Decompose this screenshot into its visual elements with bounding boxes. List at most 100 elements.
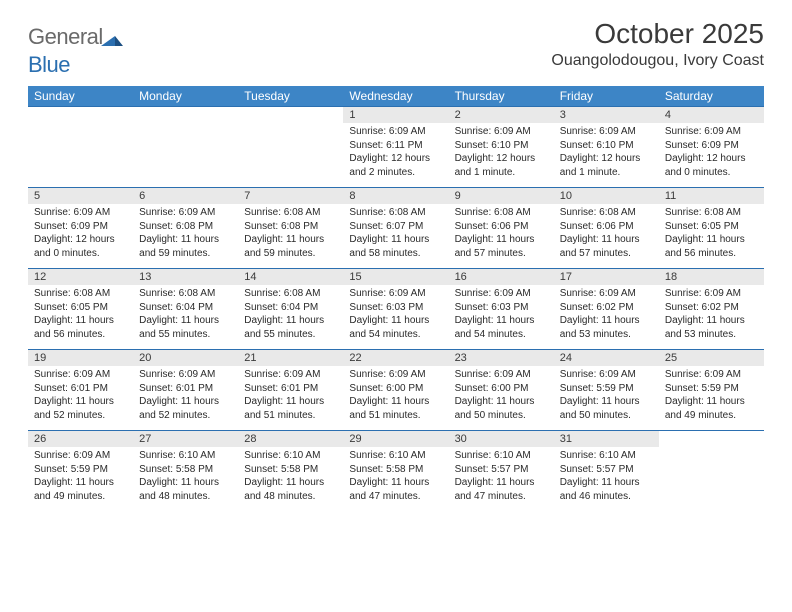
daylight-text: Daylight: 11 hours and 53 minutes. — [560, 314, 653, 341]
calendar-cell: 7Sunrise: 6:08 AMSunset: 6:08 PMDaylight… — [238, 188, 343, 269]
day-details: Sunrise: 6:09 AMSunset: 5:59 PMDaylight:… — [659, 366, 764, 430]
sunset-text: Sunset: 5:59 PM — [665, 382, 758, 396]
sunrise-text: Sunrise: 6:08 AM — [349, 206, 442, 220]
day-number: 11 — [659, 188, 764, 204]
day-number: 1 — [343, 107, 448, 123]
weekday-header: Wednesday — [343, 86, 448, 107]
sunrise-text: Sunrise: 6:08 AM — [244, 287, 337, 301]
weekday-header: Saturday — [659, 86, 764, 107]
sunrise-text: Sunrise: 6:08 AM — [560, 206, 653, 220]
calendar-cell: 23Sunrise: 6:09 AMSunset: 6:00 PMDayligh… — [449, 350, 554, 431]
day-number: 7 — [238, 188, 343, 204]
day-details: Sunrise: 6:09 AMSunset: 6:01 PMDaylight:… — [133, 366, 238, 430]
calendar-cell: 20Sunrise: 6:09 AMSunset: 6:01 PMDayligh… — [133, 350, 238, 431]
sunrise-text: Sunrise: 6:08 AM — [665, 206, 758, 220]
daylight-text: Daylight: 11 hours and 48 minutes. — [139, 476, 232, 503]
calendar-cell: 4Sunrise: 6:09 AMSunset: 6:09 PMDaylight… — [659, 107, 764, 188]
day-details: Sunrise: 6:08 AMSunset: 6:08 PMDaylight:… — [238, 204, 343, 268]
calendar-cell: 17Sunrise: 6:09 AMSunset: 6:02 PMDayligh… — [554, 269, 659, 350]
calendar-cell: 2Sunrise: 6:09 AMSunset: 6:10 PMDaylight… — [449, 107, 554, 188]
sunrise-text: Sunrise: 6:09 AM — [560, 125, 653, 139]
location-label: Ouangolodougou, Ivory Coast — [551, 52, 764, 70]
sunrise-text: Sunrise: 6:09 AM — [244, 368, 337, 382]
weekday-header: Tuesday — [238, 86, 343, 107]
sunset-text: Sunset: 6:07 PM — [349, 220, 442, 234]
day-details: Sunrise: 6:10 AMSunset: 5:57 PMDaylight:… — [554, 447, 659, 511]
calendar-cell — [238, 107, 343, 188]
day-details — [659, 435, 764, 445]
logo-mark-icon — [101, 26, 123, 52]
calendar-cell: 10Sunrise: 6:08 AMSunset: 6:06 PMDayligh… — [554, 188, 659, 269]
day-number: 4 — [659, 107, 764, 123]
day-details: Sunrise: 6:08 AMSunset: 6:04 PMDaylight:… — [238, 285, 343, 349]
daylight-text: Daylight: 11 hours and 49 minutes. — [665, 395, 758, 422]
sunset-text: Sunset: 5:57 PM — [455, 463, 548, 477]
weekday-header: Thursday — [449, 86, 554, 107]
sunrise-text: Sunrise: 6:10 AM — [139, 449, 232, 463]
daylight-text: Daylight: 11 hours and 55 minutes. — [244, 314, 337, 341]
calendar-cell: 13Sunrise: 6:08 AMSunset: 6:04 PMDayligh… — [133, 269, 238, 350]
sunset-text: Sunset: 6:10 PM — [560, 139, 653, 153]
calendar-cell — [133, 107, 238, 188]
day-details: Sunrise: 6:09 AMSunset: 6:01 PMDaylight:… — [238, 366, 343, 430]
day-details: Sunrise: 6:09 AMSunset: 6:03 PMDaylight:… — [343, 285, 448, 349]
day-number: 31 — [554, 431, 659, 447]
day-details: Sunrise: 6:08 AMSunset: 6:06 PMDaylight:… — [449, 204, 554, 268]
calendar-row: 1Sunrise: 6:09 AMSunset: 6:11 PMDaylight… — [28, 107, 764, 188]
day-number: 15 — [343, 269, 448, 285]
day-number: 30 — [449, 431, 554, 447]
day-number: 24 — [554, 350, 659, 366]
sunrise-text: Sunrise: 6:09 AM — [455, 368, 548, 382]
daylight-text: Daylight: 11 hours and 59 minutes. — [244, 233, 337, 260]
sunrise-text: Sunrise: 6:09 AM — [560, 368, 653, 382]
day-number: 20 — [133, 350, 238, 366]
calendar-cell — [28, 107, 133, 188]
daylight-text: Daylight: 11 hours and 53 minutes. — [665, 314, 758, 341]
logo: General Blue — [28, 18, 123, 78]
daylight-text: Daylight: 11 hours and 51 minutes. — [244, 395, 337, 422]
calendar-row: 26Sunrise: 6:09 AMSunset: 5:59 PMDayligh… — [28, 431, 764, 512]
day-number: 17 — [554, 269, 659, 285]
daylight-text: Daylight: 11 hours and 56 minutes. — [665, 233, 758, 260]
sunrise-text: Sunrise: 6:09 AM — [349, 125, 442, 139]
day-number: 13 — [133, 269, 238, 285]
calendar-cell: 5Sunrise: 6:09 AMSunset: 6:09 PMDaylight… — [28, 188, 133, 269]
day-number: 27 — [133, 431, 238, 447]
day-details: Sunrise: 6:09 AMSunset: 6:11 PMDaylight:… — [343, 123, 448, 187]
day-number: 6 — [133, 188, 238, 204]
sunset-text: Sunset: 6:06 PM — [455, 220, 548, 234]
sunset-text: Sunset: 6:02 PM — [560, 301, 653, 315]
day-details: Sunrise: 6:09 AMSunset: 6:03 PMDaylight:… — [449, 285, 554, 349]
sunset-text: Sunset: 6:04 PM — [139, 301, 232, 315]
calendar-row: 5Sunrise: 6:09 AMSunset: 6:09 PMDaylight… — [28, 188, 764, 269]
sunset-text: Sunset: 6:05 PM — [665, 220, 758, 234]
day-number: 10 — [554, 188, 659, 204]
day-number: 16 — [449, 269, 554, 285]
sunrise-text: Sunrise: 6:08 AM — [455, 206, 548, 220]
day-number: 21 — [238, 350, 343, 366]
sunset-text: Sunset: 6:05 PM — [34, 301, 127, 315]
calendar-cell: 19Sunrise: 6:09 AMSunset: 6:01 PMDayligh… — [28, 350, 133, 431]
sunset-text: Sunset: 6:06 PM — [560, 220, 653, 234]
sunrise-text: Sunrise: 6:10 AM — [349, 449, 442, 463]
daylight-text: Daylight: 12 hours and 0 minutes. — [34, 233, 127, 260]
sunrise-text: Sunrise: 6:09 AM — [665, 368, 758, 382]
calendar-cell: 25Sunrise: 6:09 AMSunset: 5:59 PMDayligh… — [659, 350, 764, 431]
day-details: Sunrise: 6:10 AMSunset: 5:58 PMDaylight:… — [343, 447, 448, 511]
header: General Blue October 2025 Ouangolodougou… — [28, 18, 764, 78]
day-details: Sunrise: 6:08 AMSunset: 6:05 PMDaylight:… — [659, 204, 764, 268]
sunrise-text: Sunrise: 6:09 AM — [349, 368, 442, 382]
day-number: 22 — [343, 350, 448, 366]
calendar-cell: 21Sunrise: 6:09 AMSunset: 6:01 PMDayligh… — [238, 350, 343, 431]
day-number: 3 — [554, 107, 659, 123]
calendar-cell: 29Sunrise: 6:10 AMSunset: 5:58 PMDayligh… — [343, 431, 448, 512]
calendar-cell: 26Sunrise: 6:09 AMSunset: 5:59 PMDayligh… — [28, 431, 133, 512]
day-number: 25 — [659, 350, 764, 366]
sunset-text: Sunset: 6:03 PM — [455, 301, 548, 315]
calendar-cell: 16Sunrise: 6:09 AMSunset: 6:03 PMDayligh… — [449, 269, 554, 350]
day-number: 2 — [449, 107, 554, 123]
calendar-cell: 6Sunrise: 6:09 AMSunset: 6:08 PMDaylight… — [133, 188, 238, 269]
day-number: 26 — [28, 431, 133, 447]
daylight-text: Daylight: 12 hours and 2 minutes. — [349, 152, 442, 179]
sunset-text: Sunset: 6:01 PM — [34, 382, 127, 396]
